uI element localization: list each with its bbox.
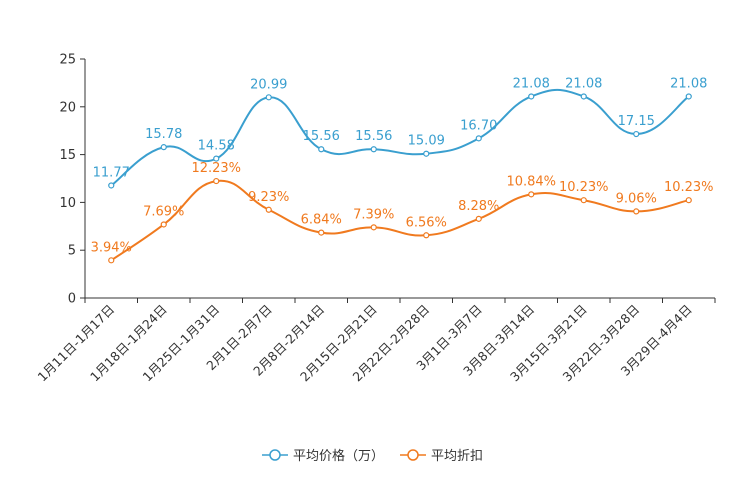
data-point xyxy=(265,94,272,101)
data-point xyxy=(580,197,587,204)
data-label: 11.77 xyxy=(93,165,130,180)
data-point xyxy=(580,93,587,100)
data-point xyxy=(685,197,692,204)
data-label: 7.69% xyxy=(143,204,184,219)
data-label: 14.58 xyxy=(198,139,235,154)
data-label: 10.23% xyxy=(559,180,609,195)
data-point xyxy=(633,208,640,215)
data-point xyxy=(108,182,115,189)
series-line-1 xyxy=(110,88,690,187)
data-label: 3.94% xyxy=(91,240,132,255)
data-point xyxy=(370,224,377,231)
data-point xyxy=(528,191,535,198)
data-point xyxy=(423,150,430,157)
data-point xyxy=(475,215,482,222)
data-label: 7.39% xyxy=(353,207,394,222)
data-point xyxy=(423,232,430,239)
y-tick-label: 0 xyxy=(68,292,76,307)
legend-swatch-marker xyxy=(269,449,281,461)
legend-label: 平均折扣 xyxy=(431,449,483,464)
data-point xyxy=(160,144,167,151)
data-point xyxy=(318,229,325,236)
y-tick-label: 5 xyxy=(68,244,76,259)
legend-label: 平均价格（万） xyxy=(293,448,384,464)
data-label: 9.06% xyxy=(616,191,657,206)
data-label: 15.09 xyxy=(408,134,445,149)
data-point xyxy=(685,93,692,100)
data-point xyxy=(633,130,640,138)
legend-swatch-marker xyxy=(407,449,419,461)
data-point xyxy=(265,206,272,213)
data-label: 15.56 xyxy=(303,129,340,144)
data-label: 12.23% xyxy=(191,161,241,176)
data-point xyxy=(213,177,220,185)
y-tick-label: 15 xyxy=(59,148,76,163)
data-label: 17.15 xyxy=(618,114,655,129)
y-tick-label: 10 xyxy=(59,196,76,211)
data-label: 15.56 xyxy=(355,129,392,144)
data-label: 21.08 xyxy=(670,76,707,91)
data-point xyxy=(370,146,377,153)
data-point xyxy=(475,135,482,142)
data-label: 20.99 xyxy=(250,77,287,92)
data-label: 21.08 xyxy=(513,76,550,91)
data-point xyxy=(108,257,115,264)
data-label: 6.84% xyxy=(301,213,342,228)
data-label: 10.23% xyxy=(664,180,714,195)
data-label: 10.84% xyxy=(506,174,556,189)
y-tick-label: 20 xyxy=(59,100,76,115)
data-point xyxy=(528,93,535,100)
data-point xyxy=(318,146,325,153)
data-label: 21.08 xyxy=(565,76,602,91)
data-label: 15.78 xyxy=(145,127,182,142)
data-label: 8.28% xyxy=(458,199,499,214)
data-label: 9.23% xyxy=(248,190,289,205)
data-label: 16.70 xyxy=(460,118,497,133)
data-label: 6.56% xyxy=(406,215,447,230)
data-point xyxy=(213,155,220,162)
data-point xyxy=(160,221,167,228)
y-tick-label: 25 xyxy=(59,53,76,68)
